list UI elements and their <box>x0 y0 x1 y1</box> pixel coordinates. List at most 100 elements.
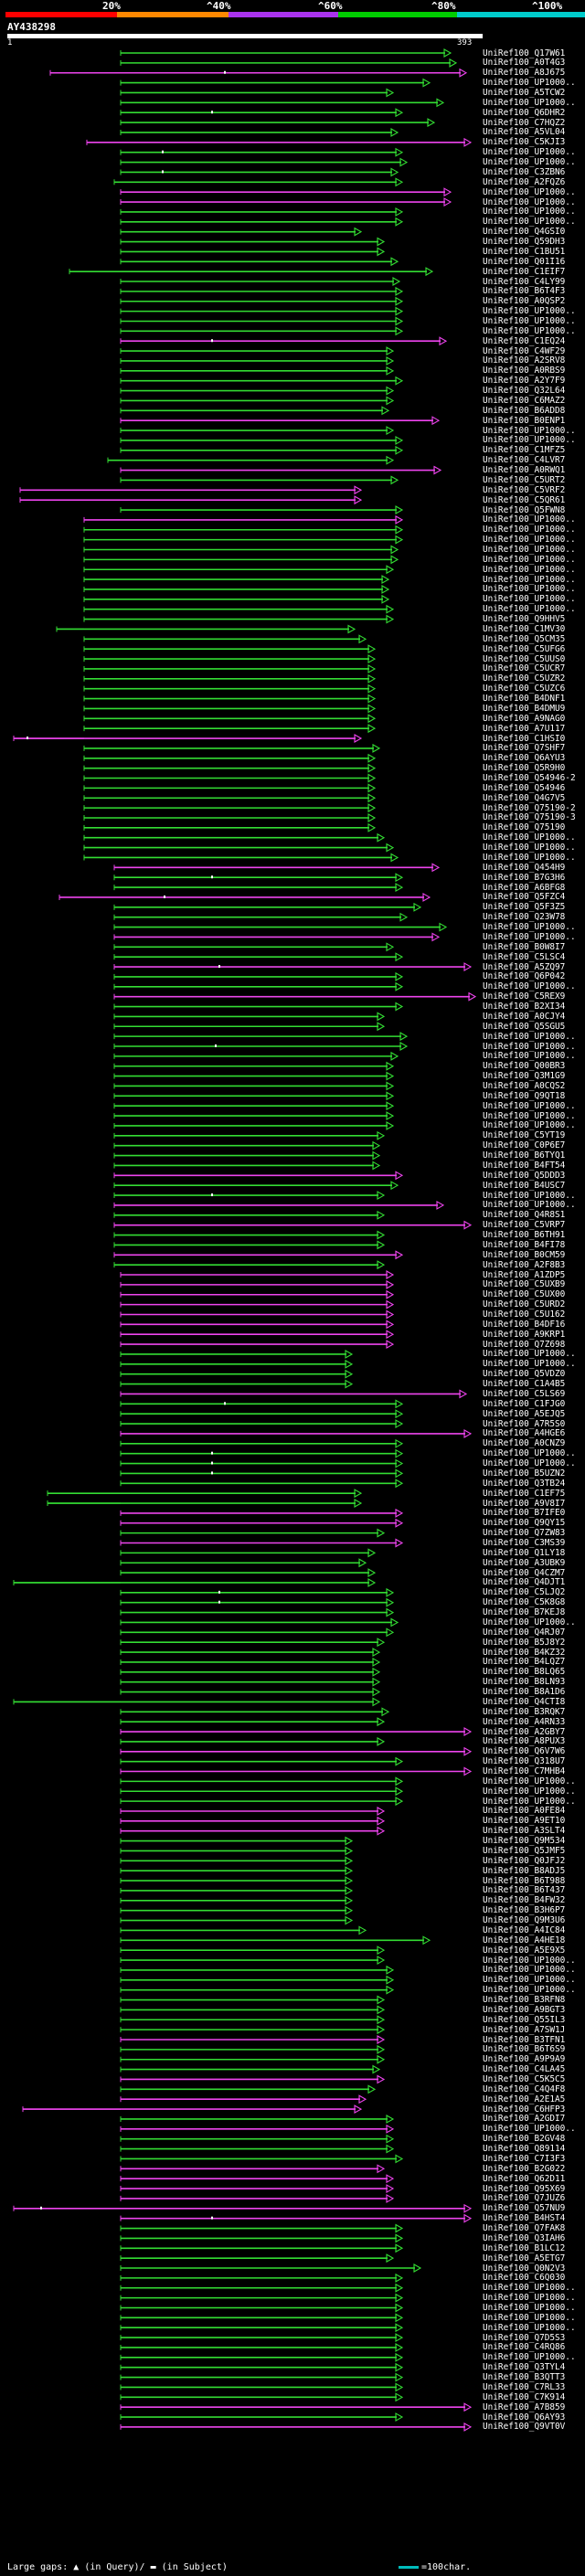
hit-label[interactable]: UniRef100_C5UFG6 <box>483 643 566 654</box>
hit-label[interactable]: UniRef100_B6ADD8 <box>483 405 566 416</box>
hit-row[interactable] <box>120 296 404 306</box>
hit-row[interactable] <box>83 813 377 822</box>
hit-label[interactable]: UniRef100_UP1000.. <box>483 2283 576 2294</box>
hit-row[interactable] <box>120 118 436 128</box>
hit-row[interactable] <box>19 485 363 495</box>
hit-row[interactable] <box>120 1359 354 1369</box>
hit-row[interactable] <box>120 1289 395 1299</box>
hit-row[interactable] <box>120 197 452 207</box>
hit-row[interactable] <box>113 1200 445 1210</box>
hit-label[interactable]: UniRef100_B7G3H6 <box>483 872 566 883</box>
hit-label[interactable]: UniRef100_A3UBK9 <box>483 1557 566 1568</box>
hit-label[interactable]: UniRef100_A0T4G3 <box>483 58 566 69</box>
hit-label[interactable]: UniRef100_C4RQ86 <box>483 2342 566 2353</box>
hit-row[interactable] <box>83 673 377 684</box>
hit-row[interactable] <box>113 922 448 932</box>
hit-label[interactable]: UniRef100_C1EIF7 <box>483 266 566 277</box>
hit-label[interactable]: UniRef100_UP1000.. <box>483 97 576 108</box>
hit-row[interactable] <box>120 1905 354 1915</box>
hit-label[interactable]: UniRef100_B7IFE0 <box>483 1508 566 1519</box>
hit-row[interactable] <box>113 1240 386 1250</box>
hit-label[interactable]: UniRef100_Q5SGU5 <box>483 1021 566 1032</box>
hit-label[interactable]: UniRef100_C5YT19 <box>483 1130 566 1141</box>
hit-row[interactable] <box>120 2233 404 2243</box>
hit-label[interactable]: UniRef100_Q4CZM7 <box>483 1567 566 1578</box>
hit-label[interactable]: UniRef100_C5K8G8 <box>483 1597 566 1608</box>
hit-label[interactable]: UniRef100_UP1000.. <box>483 1965 576 1976</box>
hit-row[interactable] <box>120 1786 404 1797</box>
hit-row[interactable] <box>120 346 395 356</box>
hit-row[interactable] <box>47 1499 363 1508</box>
hit-label[interactable]: UniRef100_B4FW32 <box>483 1895 566 1906</box>
hit-row[interactable] <box>120 426 395 436</box>
hit-row[interactable] <box>69 267 434 277</box>
hit-label[interactable]: UniRef100_C5UUS0 <box>483 653 566 664</box>
hit-label[interactable]: UniRef100_B4DNF1 <box>483 694 566 705</box>
hit-row[interactable] <box>113 902 422 912</box>
hit-row[interactable] <box>120 2323 404 2333</box>
hit-label[interactable]: UniRef100_Q1LY18 <box>483 1547 566 1558</box>
hit-label[interactable]: UniRef100_Q454H9 <box>483 862 566 873</box>
hit-row[interactable] <box>83 832 386 843</box>
hit-row[interactable] <box>120 2084 377 2094</box>
hit-label[interactable]: UniRef100_C6Q030 <box>483 2273 566 2284</box>
hit-label[interactable]: UniRef100_UP1000.. <box>483 1190 576 1201</box>
hit-row[interactable] <box>120 435 404 445</box>
hit-row[interactable] <box>113 1130 386 1140</box>
hit-label[interactable]: UniRef100_A0FE84 <box>483 1806 566 1817</box>
hit-row[interactable] <box>83 773 377 783</box>
hit-label[interactable]: UniRef100_Q17W61 <box>483 48 566 58</box>
hit-row[interactable] <box>120 2044 386 2054</box>
hit-row[interactable] <box>120 1548 377 1558</box>
hit-row[interactable] <box>113 981 404 991</box>
hit-row[interactable] <box>83 525 404 535</box>
hit-row[interactable] <box>120 2422 473 2432</box>
hit-label[interactable]: UniRef100_UP1000.. <box>483 1200 576 1211</box>
hit-label[interactable]: UniRef100_A2GDI7 <box>483 2114 566 2125</box>
hit-label[interactable]: UniRef100_Q7JUZ6 <box>483 2193 566 2204</box>
hit-row[interactable] <box>113 1181 399 1191</box>
hit-label[interactable]: UniRef100_Q75190 <box>483 822 566 833</box>
hit-label[interactable]: UniRef100_Q89114 <box>483 2144 566 2155</box>
hit-row[interactable] <box>83 714 377 724</box>
hit-row[interactable] <box>120 237 386 247</box>
hit-label[interactable]: UniRef100_UP1000.. <box>483 843 576 853</box>
hit-row[interactable] <box>113 1161 381 1171</box>
hit-label[interactable]: UniRef100_UP1000.. <box>483 2322 576 2333</box>
hit-row[interactable] <box>120 2273 404 2283</box>
hit-label[interactable]: UniRef100_B7KEJ8 <box>483 1607 566 1618</box>
hit-row[interactable] <box>120 1627 395 1638</box>
hit-row[interactable] <box>120 1270 395 1279</box>
hit-label[interactable]: UniRef100_Q3IAH6 <box>483 2232 566 2243</box>
hit-label[interactable]: UniRef100_UP1000.. <box>483 584 576 595</box>
hit-row[interactable] <box>83 753 377 763</box>
hit-label[interactable]: UniRef100_B2XI34 <box>483 1002 566 1012</box>
hit-label[interactable]: UniRef100_UP1000.. <box>483 922 576 933</box>
hit-label[interactable]: UniRef100_Q4DJT1 <box>483 1577 566 1588</box>
hit-label[interactable]: UniRef100_Q5DDD3 <box>483 1170 566 1181</box>
hit-label[interactable]: UniRef100_C5UX00 <box>483 1289 566 1300</box>
hit-label[interactable]: UniRef100_Q9HHV5 <box>483 614 566 625</box>
hit-label[interactable]: UniRef100_A5VL04 <box>483 127 566 138</box>
hit-row[interactable] <box>113 962 473 971</box>
hit-label[interactable]: UniRef100_A0CQS2 <box>483 1080 566 1091</box>
hit-label[interactable]: UniRef100_C5URT2 <box>483 474 566 485</box>
hit-row[interactable] <box>120 187 452 197</box>
hit-row[interactable] <box>120 1558 367 1568</box>
hit-row[interactable] <box>120 366 395 376</box>
hit-row[interactable] <box>120 1677 381 1687</box>
hit-row[interactable] <box>83 535 404 545</box>
hit-label[interactable]: UniRef100_UP1000.. <box>483 981 576 992</box>
hit-label[interactable]: UniRef100_A0CJY4 <box>483 1011 566 1022</box>
hit-label[interactable]: UniRef100_Q4RJ07 <box>483 1627 566 1638</box>
hit-row[interactable] <box>13 1697 381 1707</box>
hit-label[interactable]: UniRef100_A2F8B3 <box>483 1259 566 1270</box>
hit-label[interactable]: UniRef100_UP1000.. <box>483 2312 576 2323</box>
hit-label[interactable]: UniRef100_A2Y7F9 <box>483 376 566 387</box>
hit-row[interactable] <box>120 1895 354 1905</box>
hit-row[interactable] <box>83 704 377 714</box>
hit-label[interactable]: UniRef100_C5KJI3 <box>483 137 566 148</box>
hit-label[interactable]: UniRef100_Q57NU9 <box>483 2203 566 2214</box>
hit-label[interactable]: UniRef100_C5LSC4 <box>483 951 566 962</box>
hit-label[interactable]: UniRef100_B2G022 <box>483 2163 566 2174</box>
